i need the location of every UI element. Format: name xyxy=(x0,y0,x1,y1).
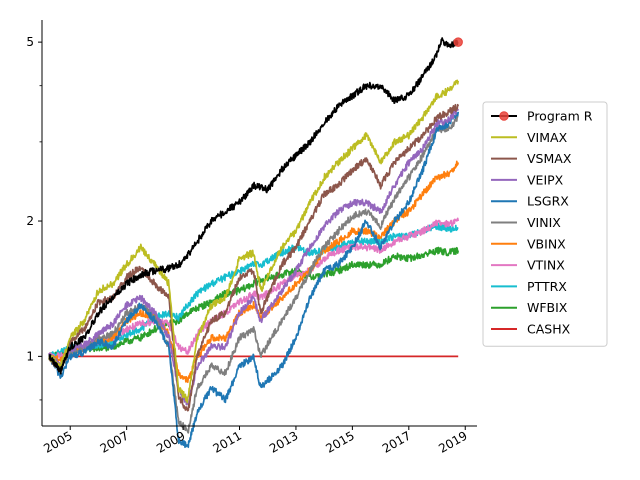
x-tick-label: 2011 xyxy=(211,428,244,455)
x-ticks: 2005 2007 2009 2011 2013 2015 2017 2019 xyxy=(41,426,470,456)
axes xyxy=(41,20,477,427)
legend-box xyxy=(482,101,608,347)
series-line-wfbix xyxy=(48,246,460,361)
legend-label-pttrx: PTTRX xyxy=(527,279,567,294)
series-lines xyxy=(48,37,460,449)
y-tick-label: 1 xyxy=(26,349,34,363)
legend-label-veipx: VEIPX xyxy=(527,172,564,187)
x-tick-label: 2019 xyxy=(436,428,469,455)
y-tick-label: 5 xyxy=(26,35,34,49)
legend-marker-program-r xyxy=(499,111,509,121)
legend-label-lsgrx: LSGRX xyxy=(527,194,569,209)
x-tick-label: 2005 xyxy=(41,428,74,455)
x-tick-label: 2015 xyxy=(323,428,356,455)
x-tick-label: 2007 xyxy=(98,428,131,455)
y-tick-label: 2 xyxy=(26,214,34,228)
legend-label-program-r: Program R xyxy=(527,109,593,124)
x-tick-label: 2013 xyxy=(267,428,300,455)
series-line-lsgrx xyxy=(48,111,460,449)
legend-label-vsmax: VSMAX xyxy=(527,151,572,166)
legend-label-vimax: VIMAX xyxy=(527,130,568,145)
legend-label-vtinx: VTINX xyxy=(527,258,565,273)
x-tick-label: 2017 xyxy=(380,428,413,455)
end-marker-program-r xyxy=(453,37,463,47)
series-line-vimax xyxy=(48,79,460,404)
end-markers xyxy=(453,37,463,47)
legend-label-vbinx: VBINX xyxy=(527,236,566,251)
legend: Program R VIMAX VSMAX VEIPX LSGRX VINIX VBINX V… xyxy=(482,101,608,347)
series-line-vinix xyxy=(48,115,459,434)
legend-label-vinix: VINIX xyxy=(527,215,561,230)
series-line-veipx xyxy=(48,107,459,406)
series-line-vtinx xyxy=(48,217,460,361)
legend-label-wfbix: WFBIX xyxy=(527,300,568,315)
y-ticks: 1 2 5 xyxy=(26,35,42,401)
series-line-program-r xyxy=(48,37,459,375)
x-tick-label: 2009 xyxy=(154,428,187,455)
legend-label-cashx: CASHX xyxy=(527,322,571,337)
